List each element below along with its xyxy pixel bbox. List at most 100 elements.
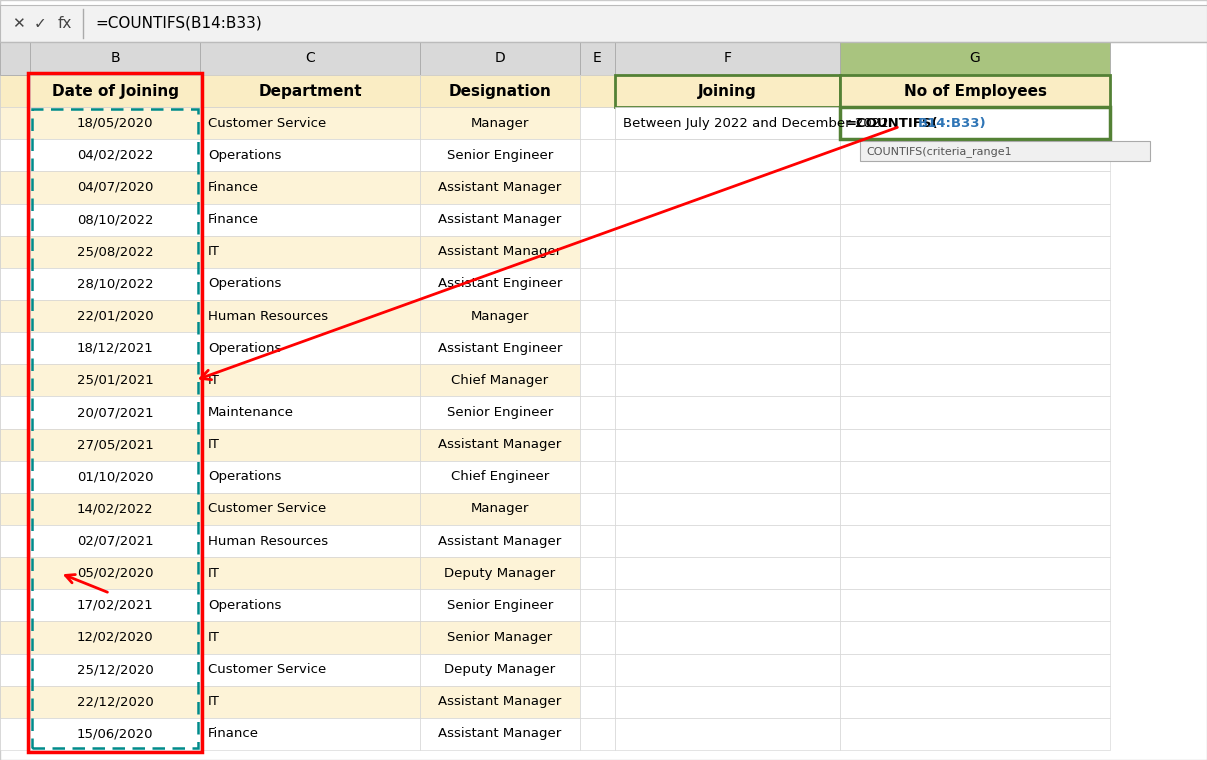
Bar xyxy=(0,654,30,686)
Text: Between July 2022 and December 2022: Between July 2022 and December 2022 xyxy=(623,117,888,130)
Bar xyxy=(0,139,30,172)
Bar xyxy=(840,75,1110,107)
Text: Finance: Finance xyxy=(208,727,260,740)
Text: IT: IT xyxy=(208,695,220,708)
Bar xyxy=(30,107,200,139)
Text: 01/10/2020: 01/10/2020 xyxy=(77,470,153,483)
Text: Customer Service: Customer Service xyxy=(208,663,326,676)
Text: C: C xyxy=(305,52,315,65)
Text: 22/01/2020: 22/01/2020 xyxy=(77,309,153,322)
Text: 27/05/2021: 27/05/2021 xyxy=(76,439,153,451)
Bar xyxy=(616,654,840,686)
Text: Date of Joining: Date of Joining xyxy=(52,84,179,99)
Text: F: F xyxy=(723,52,731,65)
Text: Department: Department xyxy=(258,84,362,99)
Bar xyxy=(420,429,581,461)
Bar xyxy=(840,461,1110,492)
Text: Assistant Manager: Assistant Manager xyxy=(438,439,561,451)
Text: 25/08/2022: 25/08/2022 xyxy=(77,245,153,258)
Bar xyxy=(420,139,581,172)
Bar xyxy=(581,204,616,236)
Text: Finance: Finance xyxy=(208,181,260,194)
Bar xyxy=(200,461,420,492)
Bar xyxy=(30,654,200,686)
Bar xyxy=(30,718,200,750)
Text: 15/06/2020: 15/06/2020 xyxy=(77,727,153,740)
Bar xyxy=(581,461,616,492)
Text: B: B xyxy=(110,52,119,65)
Bar xyxy=(616,75,840,107)
Text: Manager: Manager xyxy=(471,309,529,322)
Bar xyxy=(420,75,581,107)
Text: No of Employees: No of Employees xyxy=(904,84,1046,99)
Bar xyxy=(616,204,840,236)
Bar xyxy=(581,492,616,525)
Bar xyxy=(616,107,840,139)
Text: COUNTIFS(criteria_range1: COUNTIFS(criteria_range1 xyxy=(865,146,1011,157)
Bar xyxy=(420,654,581,686)
Bar xyxy=(840,397,1110,429)
Bar xyxy=(616,107,840,139)
Bar xyxy=(840,172,1110,204)
Bar xyxy=(420,300,581,332)
Text: 25/01/2021: 25/01/2021 xyxy=(76,374,153,387)
Text: Maintenance: Maintenance xyxy=(208,406,295,419)
Text: E: E xyxy=(593,52,602,65)
Bar xyxy=(420,525,581,557)
Bar xyxy=(616,686,840,718)
Bar xyxy=(0,204,30,236)
Text: Deputy Manager: Deputy Manager xyxy=(444,567,555,580)
Bar xyxy=(616,622,840,654)
Bar xyxy=(0,461,30,492)
Bar xyxy=(420,364,581,397)
Text: =COUNTIFS(: =COUNTIFS( xyxy=(846,117,939,130)
Bar xyxy=(616,429,840,461)
Bar xyxy=(0,5,1207,42)
Text: 18/12/2021: 18/12/2021 xyxy=(76,342,153,355)
Bar xyxy=(200,42,420,75)
Text: Operations: Operations xyxy=(208,342,281,355)
Text: Manager: Manager xyxy=(471,502,529,515)
Bar xyxy=(420,204,581,236)
Bar xyxy=(581,718,616,750)
Bar xyxy=(28,73,202,752)
Bar xyxy=(840,332,1110,364)
Bar xyxy=(30,332,200,364)
Text: Senior Manager: Senior Manager xyxy=(448,631,553,644)
Bar xyxy=(840,268,1110,300)
Bar xyxy=(840,589,1110,622)
Text: 04/02/2022: 04/02/2022 xyxy=(77,149,153,162)
Bar xyxy=(420,492,581,525)
Bar xyxy=(30,622,200,654)
Bar xyxy=(30,42,200,75)
Text: Assistant Manager: Assistant Manager xyxy=(438,181,561,194)
Text: IT: IT xyxy=(208,631,220,644)
Bar xyxy=(200,268,420,300)
Bar xyxy=(840,364,1110,397)
Bar xyxy=(840,107,1110,139)
Bar xyxy=(420,461,581,492)
Bar xyxy=(0,107,30,139)
Text: 14/02/2022: 14/02/2022 xyxy=(77,502,153,515)
Bar xyxy=(420,268,581,300)
Text: Deputy Manager: Deputy Manager xyxy=(444,663,555,676)
Bar xyxy=(420,42,581,75)
Bar xyxy=(420,557,581,589)
Bar xyxy=(30,172,200,204)
Text: Manager: Manager xyxy=(471,117,529,130)
Bar xyxy=(200,429,420,461)
Bar xyxy=(0,75,30,107)
Text: Assistant Engineer: Assistant Engineer xyxy=(438,277,562,290)
Bar xyxy=(0,622,30,654)
Bar xyxy=(616,718,840,750)
Text: 05/02/2020: 05/02/2020 xyxy=(77,567,153,580)
Text: Finance: Finance xyxy=(208,213,260,226)
Bar xyxy=(840,236,1110,268)
Bar xyxy=(200,107,420,139)
Bar xyxy=(840,654,1110,686)
Bar xyxy=(200,557,420,589)
Bar xyxy=(581,268,616,300)
Bar xyxy=(581,525,616,557)
Bar xyxy=(840,42,1110,75)
Bar xyxy=(200,589,420,622)
